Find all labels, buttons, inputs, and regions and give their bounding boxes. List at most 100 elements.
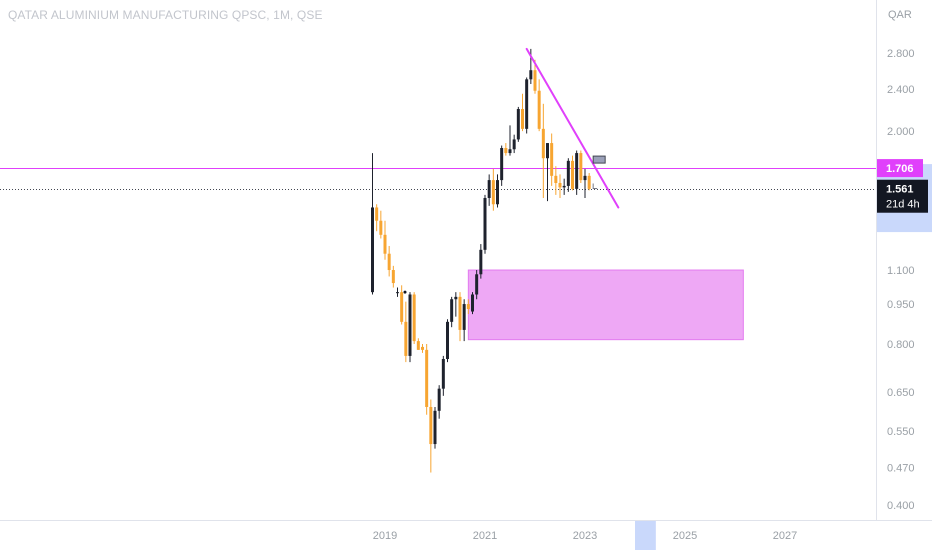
candle[interactable] — [383, 220, 387, 260]
candle-body — [421, 346, 424, 350]
time-tick-label: 2023 — [573, 530, 597, 542]
demand-zone-rectangle[interactable] — [467, 269, 744, 341]
candle-body — [587, 175, 591, 189]
candle-body — [462, 304, 466, 330]
candle[interactable] — [504, 143, 508, 156]
candle-body — [387, 253, 391, 271]
candle[interactable] — [446, 319, 449, 363]
price-tick-label: 2.800 — [887, 48, 915, 60]
candle[interactable] — [500, 145, 504, 186]
time-tick-label: 2021 — [473, 530, 497, 542]
candle[interactable] — [391, 265, 395, 288]
candle-body — [508, 149, 512, 154]
candle[interactable] — [466, 299, 470, 315]
candle[interactable] — [458, 292, 462, 342]
candle[interactable] — [450, 296, 454, 328]
horizontal-line-layer — [0, 168, 876, 190]
candle[interactable] — [375, 204, 379, 232]
candle[interactable] — [587, 173, 591, 191]
candle[interactable] — [562, 178, 566, 195]
candle[interactable] — [525, 77, 529, 134]
candle[interactable] — [521, 93, 524, 132]
candle[interactable] — [558, 174, 562, 198]
candle-body — [487, 180, 491, 198]
candle[interactable] — [575, 150, 579, 195]
candle-body — [441, 358, 445, 389]
candle-body — [458, 296, 462, 330]
flag-marker[interactable] — [592, 155, 606, 164]
candle[interactable] — [379, 210, 383, 239]
candle[interactable] — [483, 194, 487, 254]
candle-body — [437, 388, 441, 411]
candle-body — [550, 143, 554, 176]
time-tick-label: 2027 — [773, 530, 797, 542]
candle[interactable] — [437, 385, 441, 419]
candle-body — [525, 79, 529, 129]
candle-body — [400, 292, 404, 322]
candle[interactable] — [571, 155, 574, 191]
candle[interactable] — [408, 292, 412, 363]
small-marker — [592, 183, 598, 189]
candle-body — [450, 299, 454, 322]
candle-body — [475, 274, 479, 295]
candle[interactable] — [550, 133, 554, 186]
price-tick-label: 0.950 — [887, 299, 915, 311]
candle[interactable] — [479, 244, 483, 279]
candle[interactable] — [491, 168, 495, 211]
bar-countdown: 21d 4h — [886, 199, 920, 211]
candle[interactable] — [579, 150, 583, 183]
price-tick-label: 2.400 — [887, 84, 915, 96]
horizontal-level-tag[interactable] — [877, 159, 923, 178]
candle-body — [429, 406, 433, 445]
candle[interactable] — [412, 292, 416, 344]
candle[interactable] — [429, 399, 433, 473]
candle[interactable] — [475, 270, 479, 300]
candle[interactable] — [421, 343, 424, 353]
candle[interactable] — [533, 59, 537, 94]
candle[interactable] — [512, 134, 516, 154]
candle-body — [391, 270, 395, 284]
price-tick-label: 2.000 — [887, 126, 915, 138]
candles-layer — [371, 48, 591, 473]
candle-body — [471, 294, 474, 312]
candle[interactable] — [454, 292, 458, 317]
time-axis[interactable]: 2019 2021 2023 2025 2027 — [373, 530, 797, 542]
last-price-tag[interactable] — [877, 179, 928, 213]
time-highlight-layer — [635, 521, 656, 550]
candle-body — [562, 185, 566, 188]
candle[interactable] — [371, 153, 374, 295]
candle[interactable] — [400, 285, 404, 325]
trendline[interactable] — [525, 47, 620, 209]
price-tick-label: 0.470 — [887, 463, 915, 475]
candle[interactable] — [546, 143, 549, 202]
candle[interactable] — [404, 301, 408, 363]
candle[interactable] — [416, 338, 420, 350]
candle[interactable] — [566, 158, 570, 192]
candle[interactable] — [387, 245, 391, 277]
candle[interactable] — [471, 292, 474, 315]
candle[interactable] — [462, 299, 466, 342]
price-axis[interactable]: QAR 2.800 2.400 2.000 1.100 0.950 0.800 0.650 0… — [887, 9, 915, 512]
candle[interactable] — [441, 355, 445, 396]
candle-body — [466, 304, 470, 310]
candle[interactable] — [554, 166, 558, 195]
candle-body — [375, 207, 379, 221]
candle-body — [416, 341, 420, 350]
candle-body — [533, 70, 537, 91]
candle[interactable] — [537, 79, 541, 132]
candle[interactable] — [433, 406, 437, 449]
candle[interactable] — [396, 287, 399, 297]
candle-body — [371, 207, 374, 293]
candle[interactable] — [496, 174, 499, 208]
candle[interactable] — [425, 343, 429, 415]
candle-body — [446, 321, 449, 359]
candle-body — [516, 109, 520, 140]
candle[interactable] — [508, 125, 512, 156]
candle[interactable] — [516, 106, 520, 142]
candle[interactable] — [583, 168, 587, 198]
candle-body — [425, 349, 429, 407]
candle[interactable] — [487, 174, 491, 206]
candle-body — [571, 160, 574, 189]
candle[interactable] — [541, 103, 545, 198]
